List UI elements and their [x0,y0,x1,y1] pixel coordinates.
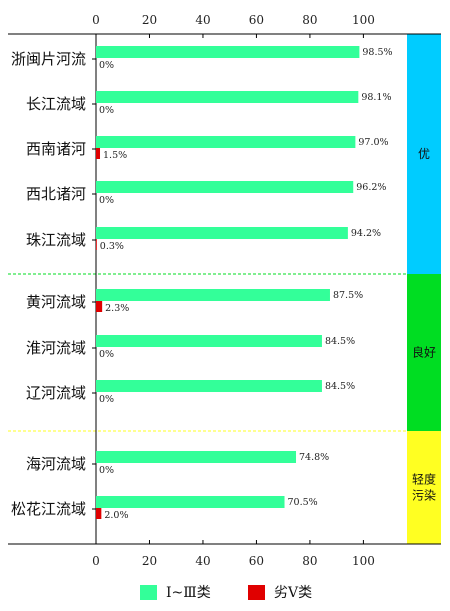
bar-series-1-1 [96,46,360,58]
bar-series-1-9 [96,451,297,463]
category-label-3: 西南诸河 [26,140,86,158]
data-label-series-2-3: 1.5% [103,150,127,161]
band-2 [407,274,441,431]
bar-series-1-8 [96,380,322,392]
band-label-3-line-1: 轻度 [412,472,436,487]
data-label-series-1-2: 98.1% [361,92,391,103]
chart-bars: 98.5% 0% 98.1% 0% 97.0% 1.5% 96.2% 0% 94.2% 0.3% 8… [96,46,393,521]
x-tick-label-bottom-0: 0 [92,554,100,568]
data-label-series-2-4: 0% [99,195,114,206]
category-label-10: 松花江流域 [11,500,86,518]
bar-series-1-7 [96,335,322,347]
band-label-2: 良好 [412,345,436,360]
band-1 [407,34,441,274]
x-tick-label-top-80: 80 [302,13,317,27]
data-label-series-2-2: 0% [99,105,114,116]
legend-item-series-2: 劣Ⅴ类 [248,582,312,602]
bar-series-1-4 [96,181,354,193]
legend-swatch-series-1 [140,584,157,600]
bar-series-2-3 [96,148,101,159]
category-label-9: 海河流域 [26,455,86,473]
data-label-series-2-9: 0% [99,465,114,476]
x-tick-label-bottom-40: 40 [195,554,210,568]
x-tick-label-top-20: 20 [142,13,157,27]
category-label-7: 淮河流域 [26,339,86,357]
data-label-series-2-10: 2.0% [104,510,128,521]
legend-label-series-2: 劣Ⅴ类 [274,585,313,601]
bar-series-2-10 [96,508,102,519]
data-label-series-2-5: 0.3% [100,241,124,252]
bar-series-2-6 [96,301,103,312]
data-label-series-1-5: 94.2% [351,228,381,239]
category-label-4: 西北诸河 [26,185,86,203]
band-3 [407,431,441,544]
bar-series-1-6 [96,289,330,301]
data-label-series-1-6: 87.5% [333,290,363,301]
chart-legend: Ⅰ~Ⅲ类 劣Ⅴ类 [0,578,450,604]
data-label-series-1-8: 84.5% [325,381,355,392]
category-label-6: 黄河流域 [26,293,86,311]
x-tick-label-top-100: 100 [352,13,375,27]
bar-series-1-2 [96,91,359,103]
data-label-series-2-1: 0% [99,60,114,71]
legend-swatch-series-2 [248,584,265,600]
x-tick-label-bottom-100: 100 [352,554,375,568]
band-label-1: 优 [418,147,430,161]
band-label-3-line-2: 污染 [412,488,436,503]
category-label-8: 辽河流域 [26,384,86,402]
x-tick-label-bottom-20: 20 [142,554,157,568]
data-label-series-1-3: 97.0% [358,137,388,148]
data-label-series-1-4: 96.2% [356,182,386,193]
legend-label-series-1: Ⅰ~Ⅲ类 [166,585,211,601]
category-label-1: 浙闽片河流 [11,50,86,68]
data-label-series-2-6: 2.3% [105,303,129,314]
legend-item-series-1: Ⅰ~Ⅲ类 [140,582,211,602]
x-tick-label-top-0: 0 [92,13,100,27]
data-label-series-2-7: 0% [99,349,114,360]
x-tick-label-top-40: 40 [195,13,210,27]
x-tick-label-bottom-80: 80 [302,554,317,568]
data-label-series-1-10: 70.5% [288,497,318,508]
x-tick-label-bottom-60: 60 [249,554,264,568]
x-tick-label-top-60: 60 [249,13,264,27]
data-label-series-1-7: 84.5% [325,336,355,347]
data-label-series-2-8: 0% [99,394,114,405]
chart-axes: 0 0 20 20 40 40 60 60 80 80 100 100 浙闽片河流长江流域西南诸河西北诸… [8,13,441,568]
category-label-5: 珠江流域 [26,231,86,249]
bar-series-1-5 [96,227,348,239]
data-label-series-1-9: 74.8% [299,452,329,463]
category-label-2: 长江流域 [26,95,86,113]
bar-series-1-3 [96,136,356,148]
data-label-series-1-1: 98.5% [362,47,392,58]
bar-series-1-10 [96,496,285,508]
bar-series-2-5 [96,239,97,250]
